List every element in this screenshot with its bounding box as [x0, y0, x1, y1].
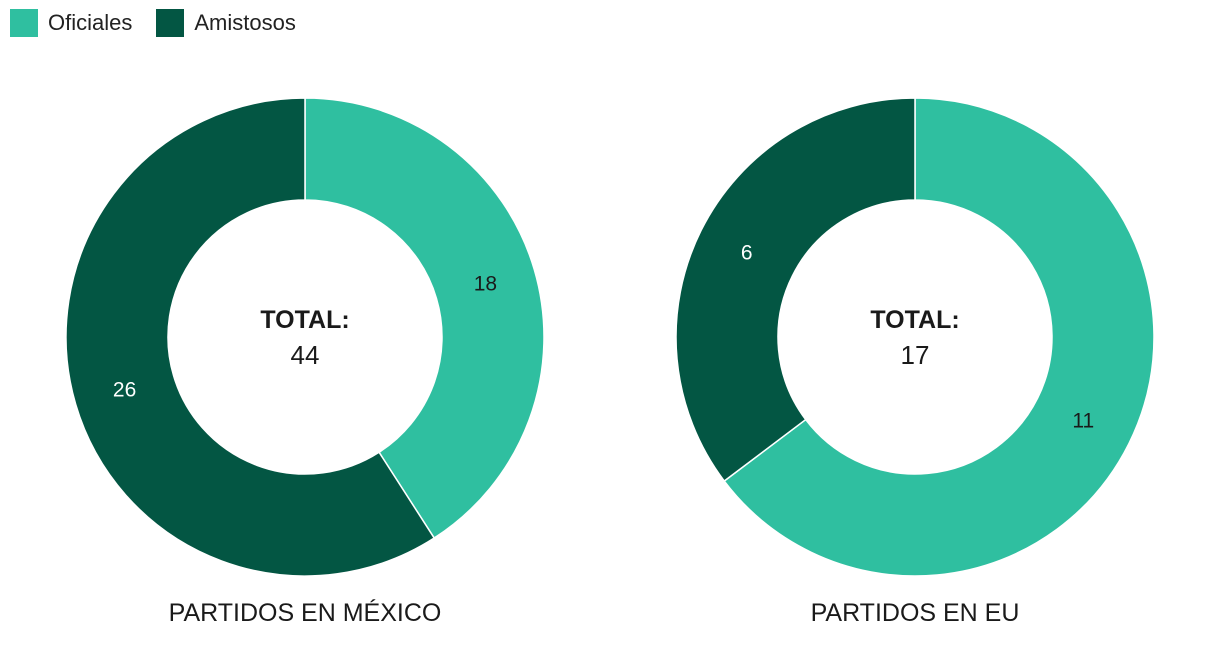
slice-oficiales-mexico — [304, 97, 545, 540]
slice-label-amistosos-eu: 6 — [741, 242, 753, 265]
legend-swatch-oficiales — [10, 9, 38, 37]
slice-label-amistosos-mexico: 26 — [113, 378, 136, 401]
center-total-value-mexico: 44 — [291, 340, 320, 370]
slice-label-oficiales-mexico: 18 — [474, 273, 497, 296]
slice-oficiales-eu — [723, 97, 1155, 577]
donut-chart-eu: 11 6 TOTAL: 17 PARTIDOS EN EU — [675, 97, 1155, 627]
slice-amistosos-mexico — [65, 97, 436, 577]
center-total-label-eu: TOTAL: — [870, 306, 959, 334]
chart-title-mexico: PARTIDOS EN MÉXICO — [169, 598, 442, 627]
slice-label-oficiales-eu: 11 — [1072, 409, 1094, 432]
legend-label-oficiales: Oficiales — [48, 10, 133, 35]
center-total-value-eu: 17 — [901, 340, 930, 370]
legend: Oficiales Amistosos — [10, 9, 320, 37]
center-total-label-mexico: TOTAL: — [260, 306, 349, 334]
legend-item-amistosos: Amistosos — [156, 9, 296, 37]
slice-amistosos-eu — [675, 97, 916, 483]
legend-swatch-amistosos — [156, 9, 185, 37]
donut-chart-mexico: 18 26 TOTAL: 44 PARTIDOS EN MÉXICO — [65, 97, 545, 627]
legend-item-oficiales: Oficiales — [10, 9, 132, 37]
chart-title-eu: PARTIDOS EN EU — [811, 599, 1020, 627]
legend-label-amistosos: Amistosos — [194, 10, 296, 35]
